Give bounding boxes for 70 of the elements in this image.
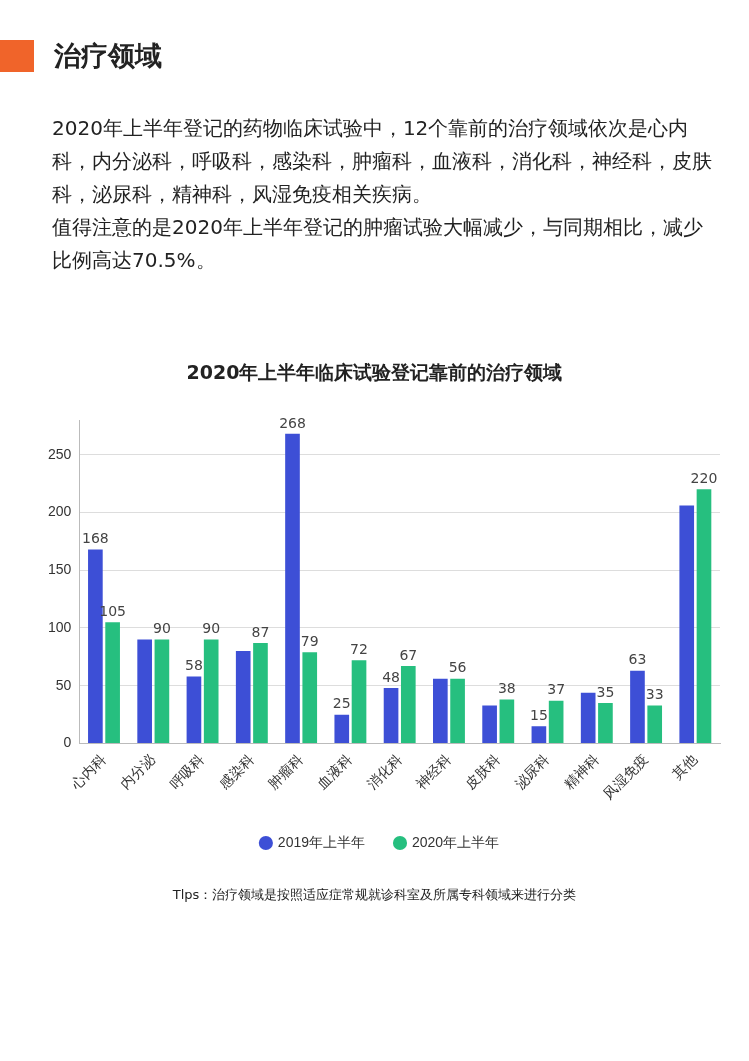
data-label: 79 (300, 632, 319, 649)
data-label: 67 (399, 646, 418, 663)
data-label: 90 (152, 620, 171, 637)
bar (499, 699, 515, 744)
chart-title: 2020年上半年临床试验登记靠前的治疗领域 (185, 360, 564, 385)
bar (154, 639, 170, 744)
bar (203, 639, 219, 744)
text: Tlps：治疗领域是按照适应症常规就诊科室及所属专科领域来进行分类 (171, 886, 578, 904)
bar (334, 714, 350, 744)
bar (679, 505, 695, 744)
x-tick-label: 血液科 (314, 751, 356, 793)
data-label: 168 (82, 530, 109, 547)
bar (302, 652, 318, 744)
text: 2020年上半年登记的药物临床试验中，12个靠前的治疗领域依次是心内科，内分泌科，呼吸科，感染科，肿瘤科，血液科，消化科，神经科，皮肤科，泌尿科，精神科，风湿免疫相关疾病。 (52, 115, 712, 208)
y-tick-label: 150 (48, 561, 72, 578)
bar (548, 700, 564, 744)
bar (598, 703, 613, 744)
y-tick-label: 50 (55, 676, 72, 693)
x-tick-label: 感染科 (215, 751, 257, 793)
bar (186, 676, 202, 744)
x-tick-label: 心内科 (67, 751, 109, 793)
bar (285, 433, 300, 744)
bar (647, 705, 663, 744)
data-label: 56 (448, 659, 467, 676)
data-label: 220 (690, 469, 718, 486)
data-label: 72 (350, 640, 368, 657)
bar (450, 678, 465, 744)
data-label: 37 (547, 681, 566, 698)
legend-label: 2019年上半年 (277, 833, 366, 850)
bar (531, 726, 547, 744)
x-tick-label: 肿瘤科 (264, 751, 306, 793)
x-tick-label: 呼吸科 (166, 751, 208, 793)
bar (400, 666, 416, 744)
bar (137, 639, 152, 744)
bar (630, 670, 645, 744)
data-label: 58 (185, 657, 203, 674)
data-label: 38 (497, 680, 516, 697)
text: 治疗领域 (54, 39, 162, 73)
data-label: 90 (202, 620, 221, 637)
legend-label: 2020年上半年 (412, 833, 500, 850)
x-tick-label: 其他 (669, 751, 701, 783)
bar (253, 643, 268, 744)
x-tick-label: 内分泌 (117, 751, 159, 793)
bar (235, 651, 251, 744)
data-label: 268 (279, 414, 306, 431)
y-tick-label: 200 (48, 503, 72, 520)
data-label: 35 (596, 683, 615, 700)
bar (383, 688, 399, 744)
bar (580, 692, 596, 744)
data-label: 87 (251, 623, 270, 640)
x-tick-label: 消化科 (363, 751, 405, 793)
bar (433, 678, 448, 744)
x-tick-label: 风湿免疫 (600, 751, 651, 802)
data-label: 63 (628, 651, 647, 668)
bar (482, 705, 497, 744)
x-tick-label: 神经科 (412, 751, 454, 793)
x-tick-label: 皮肤科 (462, 751, 504, 793)
bar (351, 660, 367, 744)
y-tick-label: 100 (48, 618, 72, 635)
data-label: 25 (332, 695, 351, 712)
x-tick-label: 泌尿科 (511, 751, 553, 793)
bar (105, 622, 120, 744)
data-label: 48 (382, 668, 400, 685)
data-label: 15 (529, 706, 548, 723)
y-tick-label: 250 (48, 445, 72, 462)
bar (696, 489, 712, 744)
y-tick-label: 0 (63, 734, 72, 751)
x-tick-label: 精神科 (560, 751, 602, 793)
data-label: 33 (645, 686, 664, 703)
text: 值得注意的是2020年上半年登记的肿瘤试验大幅减少，与同期相比，减少比例高达70.5%。 (52, 214, 704, 274)
